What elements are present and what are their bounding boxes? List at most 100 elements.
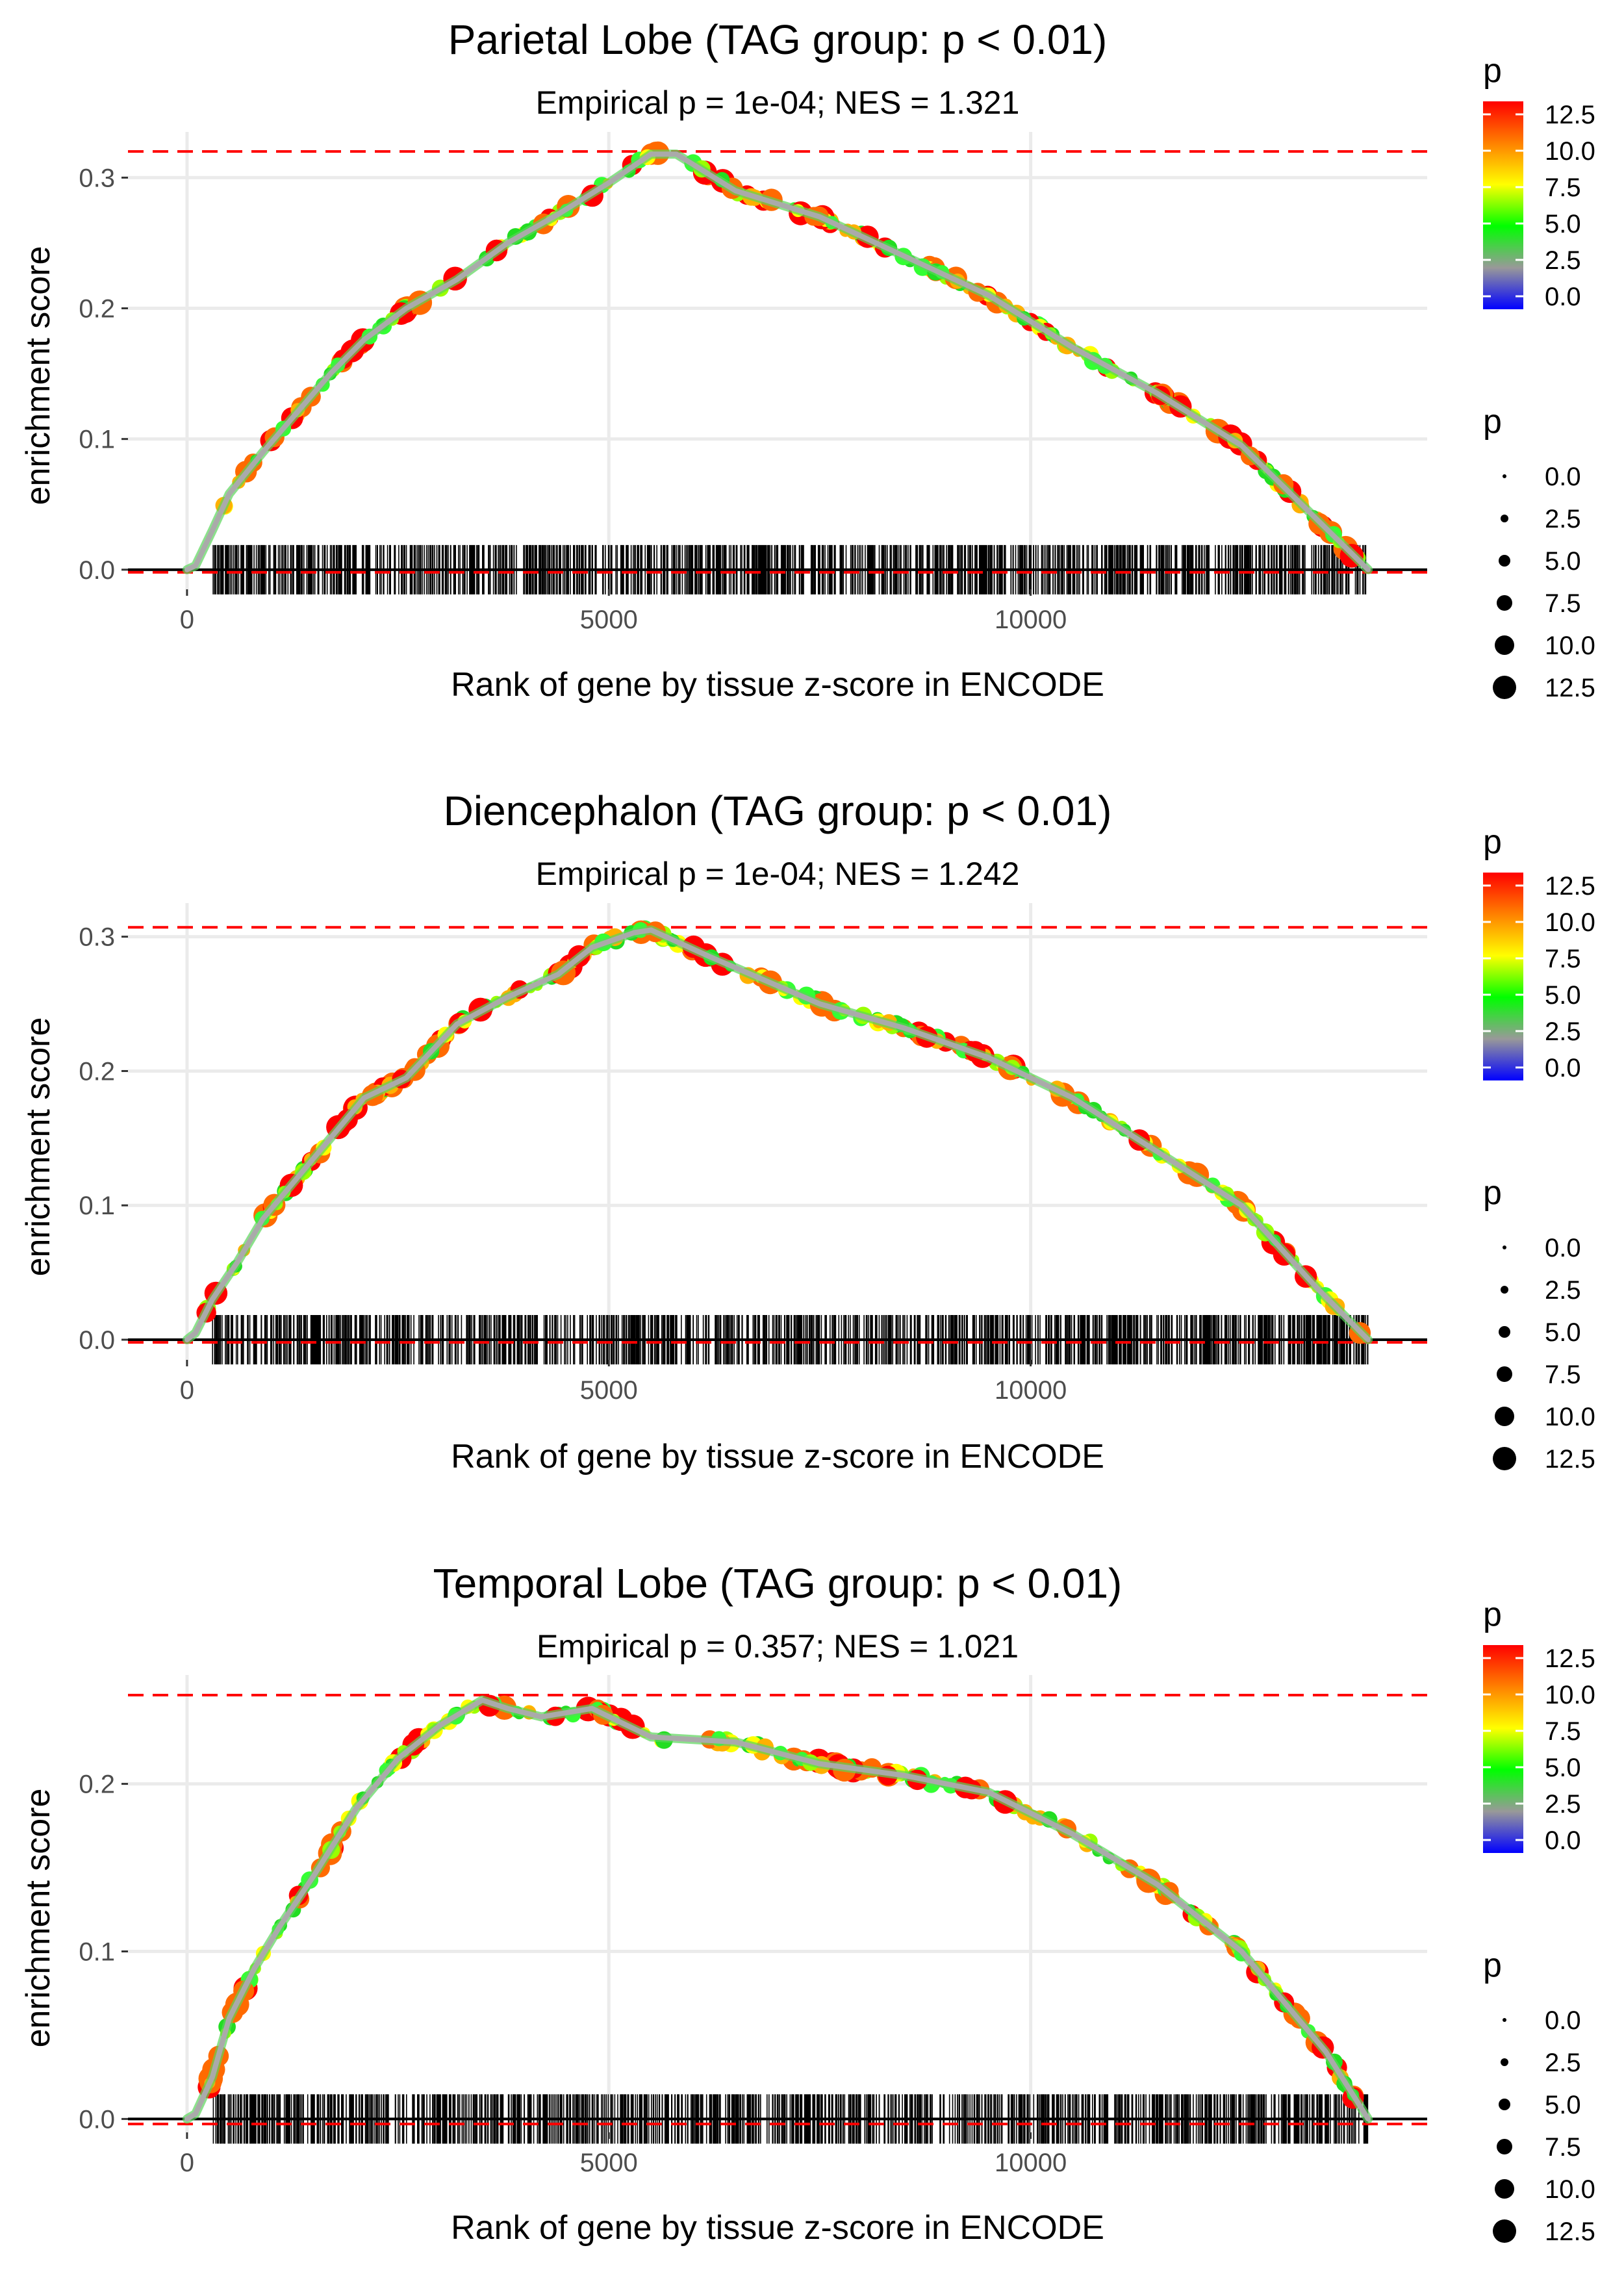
plot-area: 0 5000 10000 0.0 0.1 0.2 bbox=[79, 1675, 1427, 2177]
x-axis-title: Rank of gene by tissue z-score in ENCODE bbox=[451, 2209, 1104, 2247]
size-legend-title: p bbox=[1483, 403, 1502, 441]
x-tick-label: 10000 bbox=[995, 2149, 1067, 2177]
x-tick-label: 0 bbox=[180, 2149, 194, 2177]
color-bar bbox=[1483, 873, 1523, 1080]
y-tick-label: 0.1 bbox=[79, 1192, 115, 1220]
panel-temporal: Temporal Lobe (TAG group: p < 0.01) Empi… bbox=[19, 1560, 1595, 2247]
size-key bbox=[1501, 2058, 1508, 2066]
panel-diencephalon: Diencephalon (TAG group: p < 0.01) Empir… bbox=[19, 787, 1595, 1476]
chart-title: Parietal Lobe (TAG group: p < 0.01) bbox=[448, 16, 1108, 63]
x-tick-label: 10000 bbox=[995, 606, 1067, 634]
x-tick-label: 10000 bbox=[995, 1376, 1067, 1405]
size-key bbox=[1493, 1447, 1516, 1470]
color-tick-label: 12.5 bbox=[1545, 1644, 1595, 1673]
size-legend-title: p bbox=[1483, 1174, 1502, 1212]
x-axis-title: Rank of gene by tissue z-score in ENCODE bbox=[451, 666, 1104, 704]
color-tick-label: 7.5 bbox=[1545, 945, 1581, 973]
plot-area: 0 5000 10000 0.0 0.1 0.2 0.3 bbox=[79, 903, 1427, 1405]
y-tick-label: 0.2 bbox=[79, 1770, 115, 1799]
es-curve bbox=[184, 1697, 1371, 2122]
color-tick-label: 10.0 bbox=[1545, 1681, 1595, 1709]
size-key bbox=[1493, 2219, 1516, 2243]
size-label: 10.0 bbox=[1545, 1403, 1595, 1431]
color-tick-label: 12.5 bbox=[1545, 872, 1595, 901]
chart-title: Temporal Lobe (TAG group: p < 0.01) bbox=[433, 1560, 1123, 1607]
size-label: 0.0 bbox=[1545, 1234, 1581, 1262]
color-tick-label: 7.5 bbox=[1545, 1717, 1581, 1746]
size-key bbox=[1493, 676, 1516, 699]
y-axis-title: enrichment score bbox=[19, 1017, 57, 1277]
color-tick-label: 0.0 bbox=[1545, 1826, 1581, 1855]
size-label: 12.5 bbox=[1545, 674, 1595, 702]
panel-parietal: Parietal Lobe (TAG group: p < 0.01) Empi… bbox=[19, 16, 1595, 704]
color-bar bbox=[1483, 101, 1523, 309]
color-tick-label: 10.0 bbox=[1545, 908, 1595, 937]
size-label: 2.5 bbox=[1545, 2049, 1581, 2077]
color-tick-label: 5.0 bbox=[1545, 1754, 1581, 1782]
y-tick-label: 0.3 bbox=[79, 923, 115, 952]
size-key bbox=[1497, 2139, 1512, 2154]
y-axis-title: enrichment score bbox=[19, 1789, 57, 2048]
size-key bbox=[1497, 595, 1512, 611]
color-tick-label: 2.5 bbox=[1545, 246, 1581, 275]
size-legend-title: p bbox=[1483, 1947, 1502, 1984]
chart-subtitle: Empirical p = 1e-04; NES = 1.242 bbox=[536, 856, 1020, 892]
x-tick-label: 0 bbox=[180, 1376, 194, 1405]
y-tick-label: 0.1 bbox=[79, 1937, 115, 1966]
plot-area: 0 5000 10000 0.0 0.1 0.2 0.3 bbox=[79, 132, 1427, 634]
legend: p 12.5 10.0 7.5 5.0 2.5 0.0 p 0.0 2.5 5.0 7.5 10.0 12… bbox=[1483, 52, 1595, 702]
size-key bbox=[1495, 2179, 1514, 2199]
size-label: 12.5 bbox=[1545, 2217, 1595, 2246]
color-tick-label: 2.5 bbox=[1545, 1790, 1581, 1819]
color-tick-label: 0.0 bbox=[1545, 283, 1581, 311]
color-tick-label: 5.0 bbox=[1545, 210, 1581, 238]
size-key bbox=[1501, 1286, 1508, 1294]
y-tick-label: 0.0 bbox=[79, 2105, 115, 2134]
size-label: 10.0 bbox=[1545, 632, 1595, 660]
curve-halo bbox=[182, 149, 1373, 574]
size-label: 12.5 bbox=[1545, 1445, 1595, 1474]
color-bar bbox=[1483, 1645, 1523, 1853]
chart-subtitle: Empirical p = 0.357; NES = 1.021 bbox=[537, 1628, 1019, 1665]
color-legend-title: p bbox=[1483, 52, 1502, 90]
size-label: 10.0 bbox=[1545, 2175, 1595, 2204]
y-axis-title: enrichment score bbox=[19, 246, 57, 505]
y-tick-label: 0.0 bbox=[79, 1326, 115, 1355]
legend: p 12.5 10.0 7.5 5.0 2.5 0.0 p 0.0 2.5 5.0 7.5 10.0 12… bbox=[1483, 823, 1595, 1474]
color-tick-label: 0.0 bbox=[1545, 1054, 1581, 1082]
size-key bbox=[1503, 474, 1506, 478]
x-tick-label: 5000 bbox=[580, 1376, 638, 1405]
chart-title: Diencephalon (TAG group: p < 0.01) bbox=[444, 787, 1112, 834]
x-tick-label: 5000 bbox=[580, 606, 638, 634]
size-label: 2.5 bbox=[1545, 1276, 1581, 1305]
y-tick-label: 0.2 bbox=[79, 295, 115, 324]
size-key bbox=[1499, 555, 1510, 567]
size-label: 5.0 bbox=[1545, 1318, 1581, 1347]
y-tick-label: 0.1 bbox=[79, 426, 115, 454]
color-tick-label: 12.5 bbox=[1545, 101, 1595, 129]
color-tick-label: 10.0 bbox=[1545, 137, 1595, 166]
size-key bbox=[1497, 1366, 1512, 1382]
size-key bbox=[1499, 1326, 1510, 1338]
y-tick-label: 0.2 bbox=[79, 1057, 115, 1086]
color-legend-title: p bbox=[1483, 823, 1502, 861]
es-curve bbox=[184, 151, 1371, 572]
size-label: 7.5 bbox=[1545, 2133, 1581, 2162]
size-key bbox=[1495, 1407, 1514, 1426]
size-key bbox=[1503, 2018, 1506, 2022]
x-axis-title: Rank of gene by tissue z-score in ENCODE bbox=[451, 1438, 1104, 1476]
size-label: 7.5 bbox=[1545, 589, 1581, 618]
size-label: 0.0 bbox=[1545, 463, 1581, 491]
size-label: 2.5 bbox=[1545, 505, 1581, 533]
es-curve bbox=[184, 927, 1371, 1342]
size-label: 5.0 bbox=[1545, 2091, 1581, 2119]
x-tick-label: 0 bbox=[180, 606, 194, 634]
size-label: 5.0 bbox=[1545, 547, 1581, 576]
chart-subtitle: Empirical p = 1e-04; NES = 1.321 bbox=[536, 84, 1020, 121]
size-label: 7.5 bbox=[1545, 1361, 1581, 1389]
size-key bbox=[1503, 1246, 1506, 1249]
color-legend-title: p bbox=[1483, 1596, 1502, 1633]
size-key bbox=[1501, 515, 1508, 522]
color-tick-label: 5.0 bbox=[1545, 981, 1581, 1010]
